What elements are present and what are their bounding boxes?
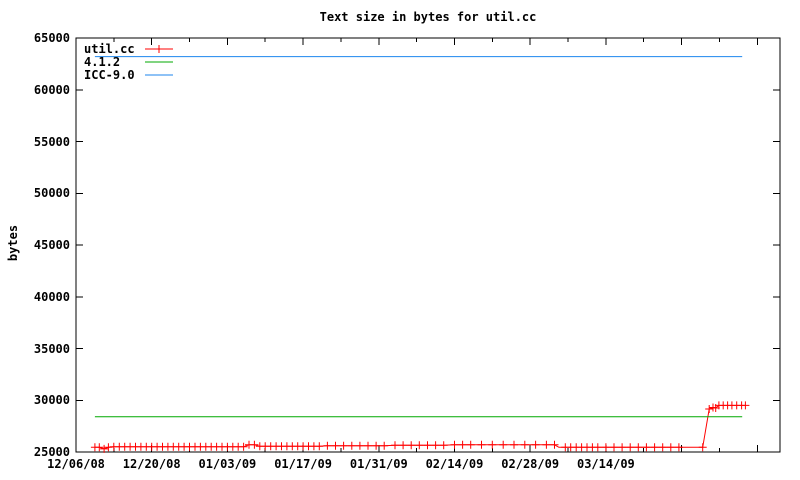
x-tick-label-01-03-09: 01/03/09 bbox=[198, 457, 257, 471]
plot-border bbox=[75, 37, 781, 453]
y-tick-label-65000: 65000 bbox=[33, 31, 70, 45]
legend-label-412: 4.1.2 bbox=[84, 55, 121, 69]
axis-ticks bbox=[75, 37, 780, 453]
legend-label-utilcc: util.cc bbox=[84, 42, 135, 56]
x-tick-label-02-28-09: 02/28/09 bbox=[501, 457, 560, 471]
y-tick-label-30000: 30000 bbox=[33, 393, 70, 408]
legend-sample-marker-util.cc bbox=[155, 45, 163, 53]
x-tick-label-02-14-09: 02/14/09 bbox=[425, 457, 484, 471]
x-tick-label-12-06-08: 12/06/08 bbox=[47, 457, 105, 471]
y-tick-label-45000: 45000 bbox=[33, 238, 70, 252]
x-tick-label-12-20-08: 12/20/08 bbox=[122, 457, 181, 471]
y-tick-label-25000: 25000 bbox=[33, 445, 70, 459]
x-tick-label-01-17-09: 01/17/09 bbox=[274, 457, 332, 471]
x-tick-label-03-14-09: 03/14/09 bbox=[576, 457, 635, 471]
legend-label-icc90: ICC-9.0 bbox=[84, 68, 135, 82]
series-markers-util.cc bbox=[90, 401, 750, 453]
y-tick-label-50000: 50000 bbox=[33, 186, 70, 201]
y-tick-label-40000: 40000 bbox=[33, 289, 70, 304]
y-tick-label-55000: 55000 bbox=[33, 134, 70, 149]
series-line-util.cc bbox=[94, 404, 746, 450]
x-tick-label-01-31-09: 01/31/09 bbox=[349, 457, 408, 471]
chart-title: Text size in bytes for util.cc bbox=[319, 10, 537, 24]
y-tick-label-60000: 60000 bbox=[33, 82, 70, 97]
y-tick-label-35000: 35000 bbox=[33, 341, 70, 356]
